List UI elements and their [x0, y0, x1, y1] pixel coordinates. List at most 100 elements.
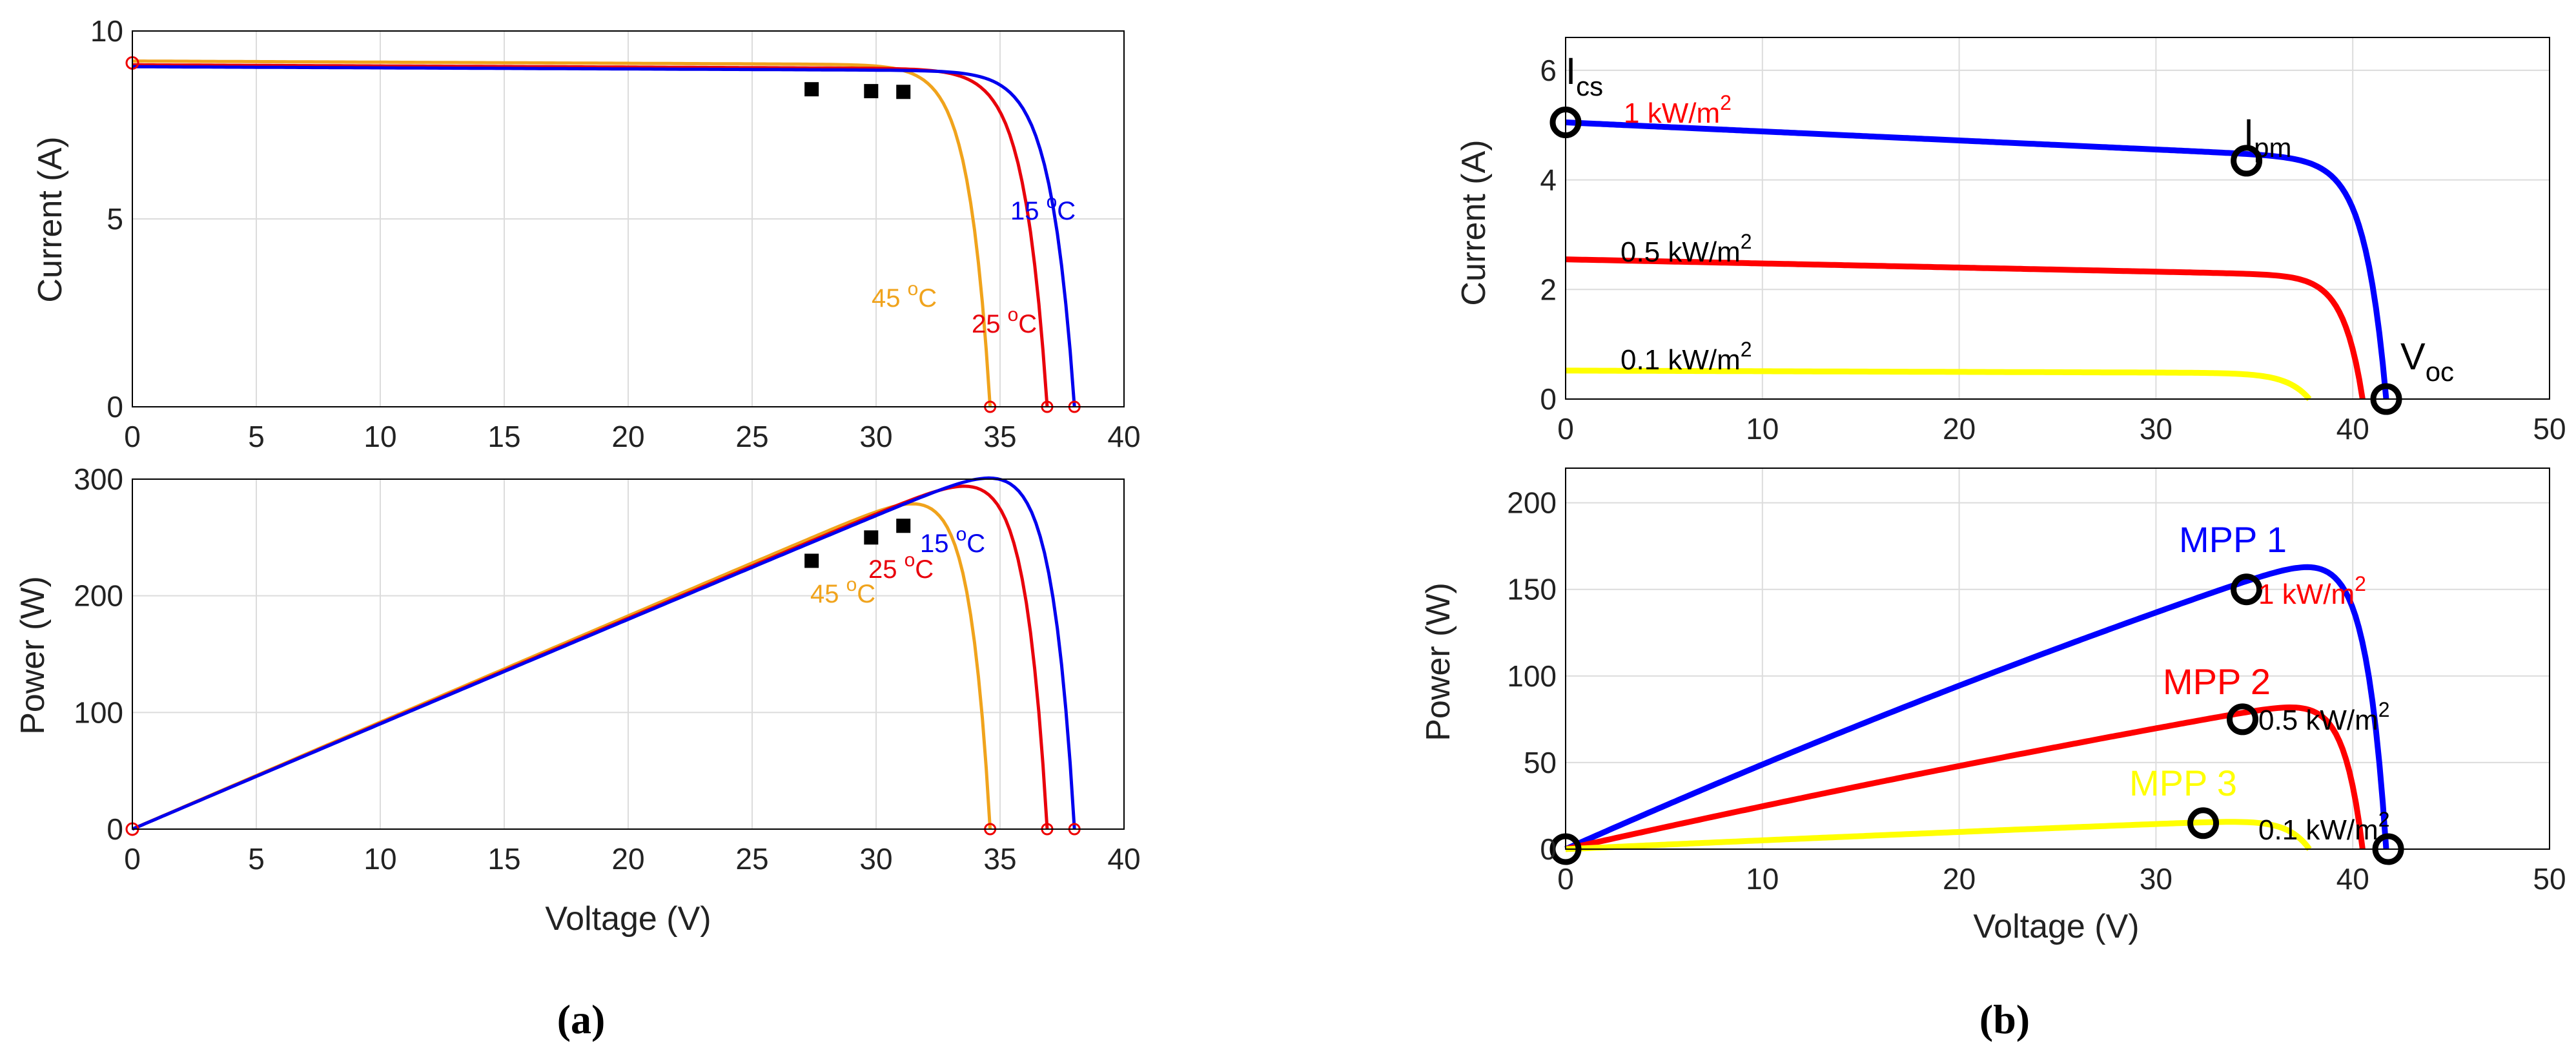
y-tick-label: 200 — [74, 579, 123, 613]
iv-curve-0 — [1565, 119, 2389, 400]
y-tick-label: 50 — [1524, 746, 1557, 779]
label-15c: 15 oC — [920, 524, 985, 558]
plot-frame — [1565, 37, 2550, 400]
x-tick-label: 25 — [735, 420, 768, 453]
curves — [131, 476, 1076, 831]
y-tick-label: 0 — [107, 390, 123, 424]
x-tick-label: 5 — [248, 842, 265, 876]
x-tick-label: 0 — [1557, 412, 1574, 446]
plot-frame — [1565, 468, 2550, 850]
x-tick-label: 5 — [248, 420, 265, 453]
y-tick-label: 100 — [1507, 659, 1557, 693]
iv-curve-0 — [132, 59, 992, 407]
marks — [125, 56, 1081, 413]
y-axis-label: Power (W) — [1420, 582, 1457, 741]
label-25c: 25 oC — [972, 304, 1037, 338]
iv-curve-2 — [132, 65, 1076, 407]
label-25c: 25 oC — [868, 550, 934, 584]
iv-curve-2 — [1566, 367, 2312, 402]
mpp-marker — [2231, 573, 2263, 606]
mpp-marker — [804, 82, 819, 97]
pv-curve-0 — [132, 502, 992, 831]
marks — [125, 519, 1081, 836]
ticks: 0 5 10 15 20 25 30 35 40 0 100 200 300 — [74, 462, 1140, 876]
x-tick-label: 20 — [1943, 412, 1976, 446]
grid — [1565, 468, 2550, 850]
chart-a-current-voltage: 0 5 10 15 20 25 30 35 40 0 5 10 Current (A) 15 oC 2… — [32, 14, 1141, 453]
y-axis-label: Current (A) — [32, 136, 69, 302]
iv-curve-1 — [1565, 256, 2366, 400]
label-1kw: 1 kW/m2 — [2258, 572, 2366, 610]
label-01kw: 0.1 kW/m2 — [1620, 338, 1752, 376]
x-tick-label: 10 — [1746, 862, 1779, 896]
label-05kw: 0.5 kW/m2 — [1620, 230, 1752, 268]
label-mpp2: MPP 2 — [2163, 661, 2271, 702]
mpp-marker — [896, 85, 911, 99]
mpp-marker — [864, 84, 879, 99]
label-mpp3: MPP 3 — [2129, 763, 2237, 803]
mpp-marker — [896, 519, 911, 533]
x-tick-label: 0 — [124, 842, 141, 876]
grid — [132, 30, 1125, 407]
x-tick-label: 35 — [983, 420, 1016, 453]
x-tick-label: 50 — [2533, 862, 2566, 896]
curves — [1565, 119, 2389, 402]
y-tick-label: 200 — [1507, 486, 1557, 520]
mpp-marker — [2227, 703, 2259, 735]
pv-curve-2 — [1565, 819, 2312, 852]
y-tick-label: 5 — [107, 202, 123, 236]
x-tick-label: 10 — [363, 420, 396, 453]
y-tick-label: 150 — [1507, 573, 1557, 606]
panel-label-a: (a) — [557, 996, 606, 1042]
x-tick-label: 20 — [1943, 862, 1976, 896]
y-tick-label: 4 — [1540, 163, 1557, 197]
x-tick-label: 25 — [735, 842, 768, 876]
y-tick-label: 0 — [1540, 832, 1557, 866]
ipm-marker — [2231, 145, 2263, 177]
x-tick-label: 30 — [2140, 862, 2172, 896]
plot-frame — [132, 478, 1125, 830]
curves — [132, 59, 1076, 407]
chart-a-power-voltage: 0 5 10 15 20 25 30 35 40 0 100 200 300 Power (W) Vol… — [14, 462, 1141, 938]
label-01kw: 0.1 kW/m2 — [2258, 808, 2390, 846]
x-tick-label: 10 — [363, 842, 396, 876]
label-mpp1: MPP 1 — [2179, 519, 2287, 560]
plot-frame — [132, 30, 1125, 407]
x-tick-label: 35 — [983, 842, 1016, 876]
y-tick-label: 0 — [107, 812, 123, 846]
y-tick-label: 300 — [74, 462, 123, 496]
pv-curve-0 — [1564, 564, 2389, 852]
x-tick-label: 15 — [487, 420, 520, 453]
label-voc: Voc — [2400, 336, 2454, 387]
x-tick-label: 40 — [1107, 842, 1140, 876]
x-tick-label: 40 — [2336, 862, 2369, 896]
ticks: 0 10 20 30 40 50 0 50 100 150 200 — [1507, 486, 2566, 896]
x-axis-label: Voltage (V) — [545, 900, 711, 938]
y-tick-label: 100 — [74, 695, 123, 729]
mpp-marker — [864, 530, 879, 545]
pv-curve-1 — [131, 484, 1049, 831]
y-tick-label: 10 — [90, 14, 123, 48]
label-05kw: 0.5 kW/m2 — [2258, 698, 2390, 736]
label-isc: Ics — [1566, 50, 1603, 101]
pv-curve-1 — [1564, 704, 2366, 852]
ticks: 0 10 20 30 40 50 0 2 4 6 — [1540, 54, 2566, 446]
y-axis-label: Power (W) — [14, 576, 52, 735]
label-45c: 45 oC — [872, 278, 937, 313]
x-tick-label: 30 — [859, 420, 892, 453]
panel-label-b: (b) — [1979, 996, 2030, 1042]
x-tick-label: 40 — [2336, 412, 2369, 446]
y-tick-label: 6 — [1540, 54, 1557, 87]
x-tick-label: 20 — [611, 842, 644, 876]
pv-curve-2 — [132, 476, 1076, 831]
x-tick-label: 20 — [611, 420, 644, 453]
y-tick-label: 2 — [1540, 272, 1557, 306]
mpp-marker — [2187, 807, 2220, 839]
x-tick-label: 0 — [1557, 862, 1574, 896]
y-axis-label: Current (A) — [1455, 139, 1493, 305]
label-45c: 45 oC — [810, 574, 875, 608]
label-1kw: 1 kW/m2 — [1624, 91, 1732, 129]
x-tick-label: 30 — [859, 842, 892, 876]
x-tick-label: 15 — [487, 842, 520, 876]
